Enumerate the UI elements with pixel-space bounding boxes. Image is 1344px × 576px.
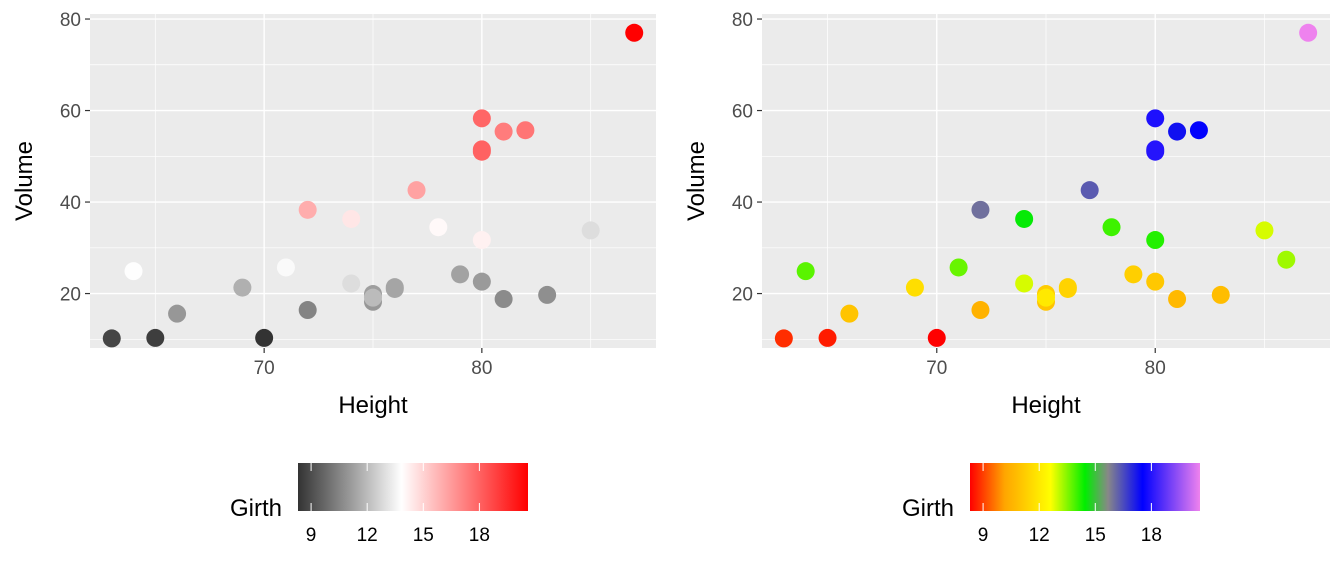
data-point [494,290,513,309]
data-point [1146,142,1165,161]
y-tick-label: 80 [732,10,753,31]
data-point [1124,265,1143,284]
data-point [818,328,837,347]
data-point [971,200,990,219]
data-point [429,218,448,237]
data-point [603,250,622,269]
y-tick-label: 40 [60,193,81,214]
colorbar [970,463,1200,511]
data-point [1146,272,1165,291]
x-tick-label: 70 [926,358,947,379]
colorbar-label: 12 [357,525,378,546]
data-point [276,258,295,277]
data-point [472,109,491,128]
colorbar-label: 9 [306,525,317,546]
data-point [298,301,317,320]
data-point [1189,121,1208,140]
data-point [1058,278,1077,297]
data-point [364,288,382,307]
data-point [538,285,557,304]
data-point [1255,221,1274,240]
x-tick-label: 80 [471,358,492,379]
panel-2: 70 80 20 40 60 80 Height Volume 9 12 15 18 Girth [683,10,1330,546]
y-tick-label: 20 [60,285,81,306]
data-point [472,142,491,161]
data-point [625,23,644,42]
y-tick-label: 40 [732,193,753,214]
data-point [1146,231,1165,250]
data-point [1080,181,1099,200]
data-point [472,272,491,291]
data-point [774,329,793,348]
data-point [342,274,361,293]
colorbar-label: 15 [413,525,434,546]
data-point [1168,122,1187,141]
colorbar [298,463,528,511]
data-point [472,231,491,250]
colorbar-label: 15 [1085,525,1106,546]
colorbar-label: 18 [469,525,490,546]
data-point [146,328,165,347]
colorbar-label: 18 [1141,525,1162,546]
legend-title: Girth [230,495,282,522]
data-point [971,301,990,320]
data-point [407,181,426,200]
x-tick-label: 70 [254,358,275,379]
x-axis-title: Height [1011,392,1081,419]
data-point [1037,288,1055,307]
colorbar-label: 12 [1029,525,1050,546]
data-point [949,258,968,277]
data-point [298,200,317,219]
data-point [102,329,121,348]
data-point [1168,290,1187,309]
data-point [1015,209,1034,228]
legend-title: Girth [902,495,954,522]
data-point [796,262,815,281]
data-point [168,304,187,323]
data-point [927,328,946,347]
x-axis-title: Height [338,392,408,419]
data-point [1211,285,1230,304]
panel-1: 70 80 20 40 60 80 Height Volume 9 12 15 18 Girth [11,10,656,546]
data-point [516,121,535,140]
data-point [1146,109,1165,128]
data-point [905,278,924,297]
data-point [581,221,600,240]
data-point [385,278,404,297]
data-point [342,209,361,228]
x-tick-label: 80 [1145,358,1166,379]
data-point [494,122,513,141]
data-point [233,278,252,297]
y-tick-label: 60 [60,102,81,123]
data-point [1102,218,1121,237]
y-axis-title: Volume [683,141,710,221]
data-point [840,304,859,323]
y-axis-title: Volume [11,141,38,221]
data-point [124,262,143,281]
data-point [255,328,274,347]
colorbar-label: 9 [978,525,989,546]
y-tick-label: 80 [60,10,81,31]
data-point [1015,274,1034,293]
data-point [1277,250,1296,269]
y-tick-label: 20 [732,285,753,306]
data-point [451,265,470,284]
data-point [1299,23,1318,42]
y-tick-label: 60 [732,102,753,123]
